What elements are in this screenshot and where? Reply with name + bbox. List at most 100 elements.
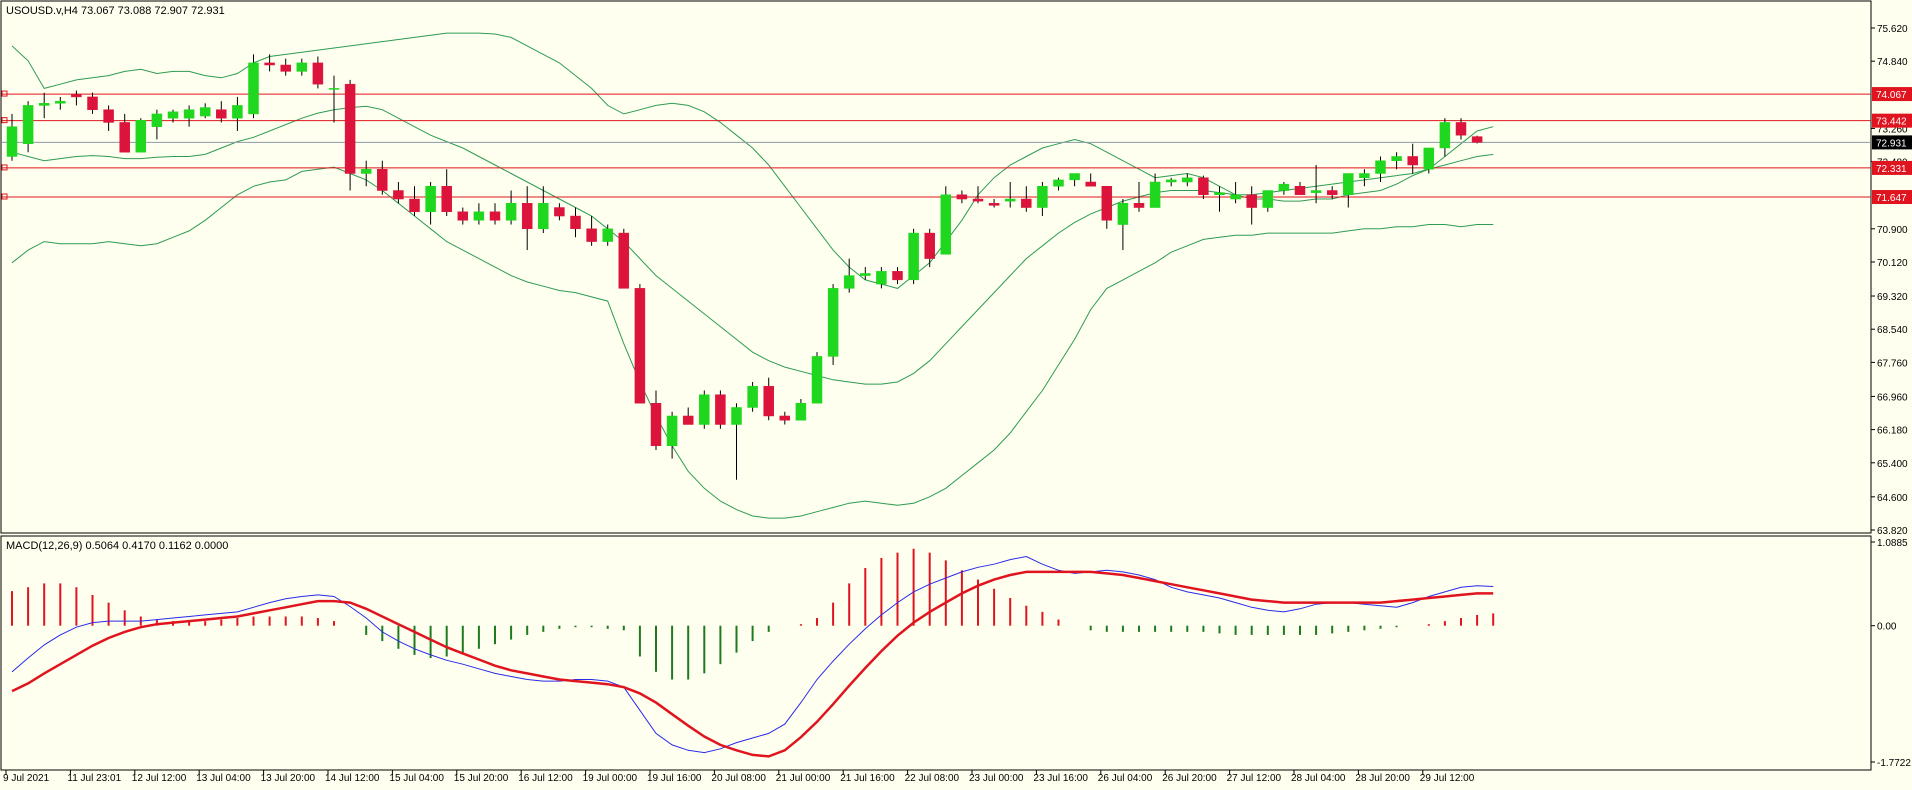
hline-label-box xyxy=(1872,190,1912,205)
hline-label-text: 74.067 xyxy=(1876,90,1907,101)
macd-panel[interactable] xyxy=(11,548,1495,758)
time-tick-label: 19 Jul 16:00 xyxy=(647,773,702,784)
candle-bear xyxy=(441,186,452,213)
time-tick-label: 19 Jul 00:00 xyxy=(583,773,638,784)
candle-bull xyxy=(296,62,308,72)
candle-bear xyxy=(1101,186,1113,221)
price-tick-label: 68.540 xyxy=(1877,325,1908,336)
hline-label-box xyxy=(1872,87,1912,102)
candle-bull xyxy=(1182,177,1193,183)
candle-bull xyxy=(699,394,710,425)
candle-bull xyxy=(135,120,147,153)
candle-bull xyxy=(731,407,742,425)
time-tick-label: 16 Jul 12:00 xyxy=(518,773,573,784)
candle-bull xyxy=(1375,160,1386,174)
candle-bull xyxy=(1278,183,1290,191)
candle-bear xyxy=(71,94,82,98)
horizontal-line-handle xyxy=(1,193,8,200)
current-price-label: 72.931 xyxy=(1872,135,1912,150)
candle-bull xyxy=(1165,179,1177,183)
macd-tick-label: 1.0885 xyxy=(1877,538,1908,549)
candle-bear xyxy=(972,198,984,202)
time-tick-label: 21 Jul 16:00 xyxy=(840,773,895,784)
candle-bull xyxy=(1214,192,1225,196)
candle-bear xyxy=(1407,156,1418,166)
candle-bull xyxy=(666,415,678,447)
candle-bear xyxy=(650,402,662,447)
candle-bear xyxy=(1326,190,1338,196)
time-tick-label: 14 Jul 12:00 xyxy=(325,773,380,784)
candle-bull xyxy=(1069,173,1080,181)
candle-bear xyxy=(892,271,903,281)
bollinger-lower-line xyxy=(11,166,1494,519)
candle-bear xyxy=(1021,198,1032,208)
candle-bull xyxy=(22,105,34,144)
candle-bull xyxy=(1359,173,1370,178)
candle-bull xyxy=(505,203,517,221)
hline-label-text: 73.442 xyxy=(1876,117,1907,128)
candle-bull xyxy=(827,288,839,357)
time-axis[interactable]: 9 Jul 2021 11 Jul 23:01 12 Jul 12:00 13 Jul… xyxy=(3,770,1475,784)
candle-bull xyxy=(1117,203,1129,225)
price-tick-label: 66.180 xyxy=(1877,426,1908,437)
candle-bear xyxy=(570,215,581,230)
time-tick-label: 28 Jul 20:00 xyxy=(1355,773,1410,784)
price-panel-frame xyxy=(0,0,1872,534)
price-tick-label: 67.760 xyxy=(1877,358,1908,369)
macd-histogram xyxy=(11,548,1495,680)
candle-bull xyxy=(199,107,211,117)
candle-bull xyxy=(811,356,823,404)
price-tick-label: 70.120 xyxy=(1877,258,1908,269)
candle-bull xyxy=(55,100,66,104)
candle-bull xyxy=(1423,147,1435,170)
candle-bull xyxy=(38,103,50,106)
time-tick-label: 21 Jul 00:00 xyxy=(776,773,831,784)
candle-bull xyxy=(1343,173,1354,196)
candle-bull xyxy=(1262,190,1274,208)
candle-bull xyxy=(538,203,549,230)
horizontal-lines[interactable] xyxy=(1,90,1871,200)
candle-bear xyxy=(586,228,597,242)
candle-bear xyxy=(393,190,404,200)
time-tick-label: 29 Jul 12:00 xyxy=(1420,773,1475,784)
time-tick-label: 15 Jul 20:00 xyxy=(454,773,509,784)
candle-bear xyxy=(1198,177,1209,196)
candle-bear xyxy=(457,211,469,221)
bollinger-upper-line xyxy=(11,32,1494,289)
candle-bull xyxy=(940,194,952,255)
price-tick-label: 74.840 xyxy=(1877,57,1908,68)
price-tick-label: 66.960 xyxy=(1877,392,1908,403)
time-tick-label: 22 Jul 08:00 xyxy=(905,773,960,784)
candle-bear xyxy=(618,232,630,289)
candle-bull xyxy=(167,111,179,119)
candle-bull xyxy=(795,402,807,421)
candle-bear xyxy=(280,64,291,72)
candle-bull xyxy=(1230,194,1241,200)
candle-bear xyxy=(377,168,388,191)
candle-bull xyxy=(843,275,855,289)
candle-bear xyxy=(988,203,1000,206)
candle-bear xyxy=(1294,186,1306,196)
candle-bear xyxy=(554,207,565,217)
candle-bear xyxy=(312,62,324,85)
candle-bear xyxy=(119,122,130,153)
hline-label-box xyxy=(1872,113,1912,128)
candle-bull xyxy=(876,271,887,285)
candle-bear xyxy=(344,83,356,174)
time-tick-label: 15 Jul 04:00 xyxy=(389,773,444,784)
candle-bear xyxy=(1133,203,1145,208)
candle-bull xyxy=(6,126,18,157)
hline-price-labels: 74.067 73.442 72.331 71.647 xyxy=(1872,87,1912,205)
candle-bull xyxy=(232,105,243,119)
price-panel[interactable] xyxy=(1,32,1871,519)
candle-bear xyxy=(682,415,694,425)
candle-bull xyxy=(1053,179,1064,187)
time-tick-label: 13 Jul 20:00 xyxy=(261,773,316,784)
bollinger-bands xyxy=(11,32,1494,519)
candle-bull xyxy=(1149,181,1161,208)
macd-axis: 1.0885 0.00 -1.7722 xyxy=(1871,538,1911,769)
candle-bull xyxy=(473,211,485,221)
